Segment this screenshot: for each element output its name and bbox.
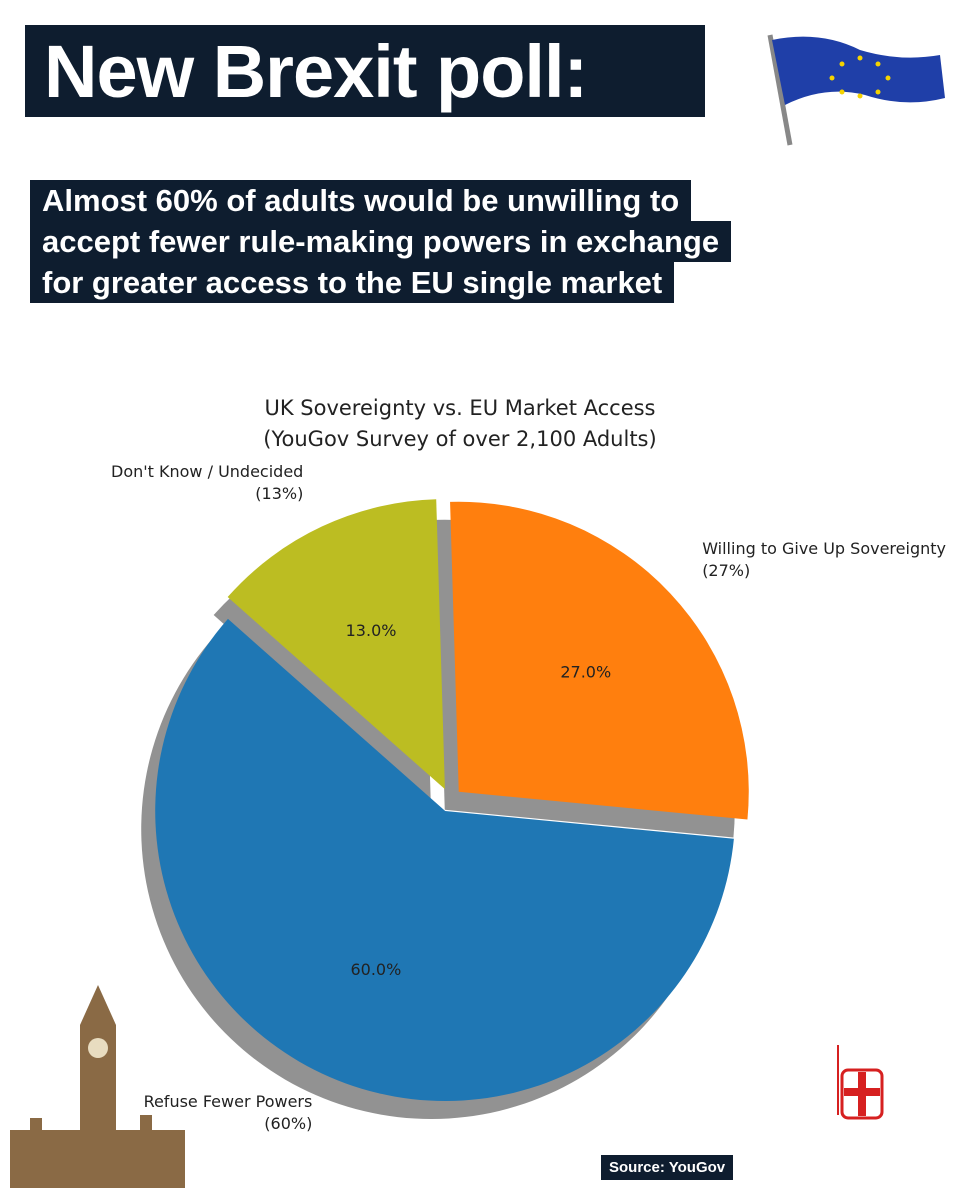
slice — [227, 499, 445, 790]
source: Source: YouGov — [601, 1155, 734, 1180]
title-box — [25, 25, 705, 117]
category-value-label: (60%) — [264, 1114, 312, 1133]
logo — [837, 1045, 884, 1120]
eu-flag — [767, 34, 945, 146]
subheadline: accept fewer rule-making powers in excha… — [30, 221, 732, 262]
category-label: Don't Know / Undecided — [111, 462, 303, 481]
chart-subtitle: (YouGov Survey of over 2,100 Adults) — [263, 427, 656, 451]
big-ben — [10, 985, 185, 1188]
slice — [450, 501, 749, 820]
subheadline: for greater access to the EU single mark… — [30, 262, 675, 303]
value-label: 27.0% — [560, 662, 611, 681]
category-value-label: (13%) — [255, 484, 303, 503]
category-label: Willing to Give Up Sovereignty — [702, 539, 946, 558]
subheadline-line: Almost 60% of adults would be unwilling … — [30, 180, 692, 221]
value-label: 13.0% — [346, 621, 397, 640]
headline: New Brexit poll: — [44, 30, 588, 113]
value-label: 60.0% — [350, 960, 401, 979]
chart-title: UK Sovereignty vs. EU Market Access — [264, 396, 655, 420]
category-label: Refuse Fewer Powers — [144, 1092, 313, 1111]
category-value-label: (27%) — [702, 561, 750, 580]
subheadline-line: for greater access to the EU single mark… — [30, 262, 675, 303]
subheadline-line: accept fewer rule-making powers in excha… — [30, 221, 732, 262]
slice — [155, 618, 734, 1102]
subheadline: Almost 60% of adults would be unwilling … — [30, 180, 692, 221]
